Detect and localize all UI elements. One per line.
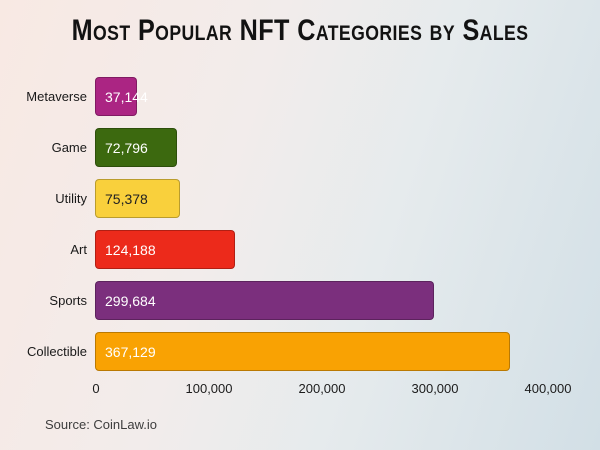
x-axis-tick-label: 200,000 xyxy=(298,381,346,396)
bar-value-label: 72,796 xyxy=(105,139,148,156)
x-axis-tick-label: 300,000 xyxy=(411,381,459,396)
bar: 367,129 xyxy=(95,332,510,371)
bar-value-label: 124,188 xyxy=(105,241,156,258)
x-axis-tick-label: 0 xyxy=(92,381,100,396)
source-credit: Source: CoinLaw.io xyxy=(45,417,158,432)
bar-chart: Metaverse 37,144 Game 72,796 Utility 75,… xyxy=(0,77,600,371)
bar: 299,684 xyxy=(95,281,434,320)
bar-value-label: 75,378 xyxy=(105,190,148,207)
bar: 124,188 xyxy=(95,230,235,269)
bar-row: Game 72,796 xyxy=(0,128,600,167)
bar: 72,796 xyxy=(95,128,177,167)
x-axis-tick-label: 400,000 xyxy=(524,381,572,396)
category-label: Sports xyxy=(49,293,87,308)
bar: 37,144 xyxy=(95,77,148,116)
bar: 75,378 xyxy=(95,179,180,218)
category-label: Utility xyxy=(55,191,87,206)
bar-row: Utility 75,378 xyxy=(0,179,600,218)
category-label: Collectible xyxy=(27,344,87,359)
bar-row: Art 124,188 xyxy=(0,230,600,269)
bar-row: Sports 299,684 xyxy=(0,281,600,320)
category-label: Art xyxy=(70,242,87,257)
bar-row: Collectible 367,129 xyxy=(0,332,600,371)
bar-row: Metaverse 37,144 xyxy=(0,77,600,116)
x-axis: 0 100,000 200,000 300,000 400,000 xyxy=(92,381,571,397)
bar-value-label: 37,144 xyxy=(105,88,148,105)
category-label: Metaverse xyxy=(26,89,87,104)
bar-value-label: 299,684 xyxy=(105,292,156,309)
bar-value-label: 367,129 xyxy=(105,343,156,360)
category-label: Game xyxy=(51,140,87,155)
x-axis-tick-label: 100,000 xyxy=(185,381,233,396)
chart-title: Most Popular NFT Categories by Sales xyxy=(71,14,529,47)
